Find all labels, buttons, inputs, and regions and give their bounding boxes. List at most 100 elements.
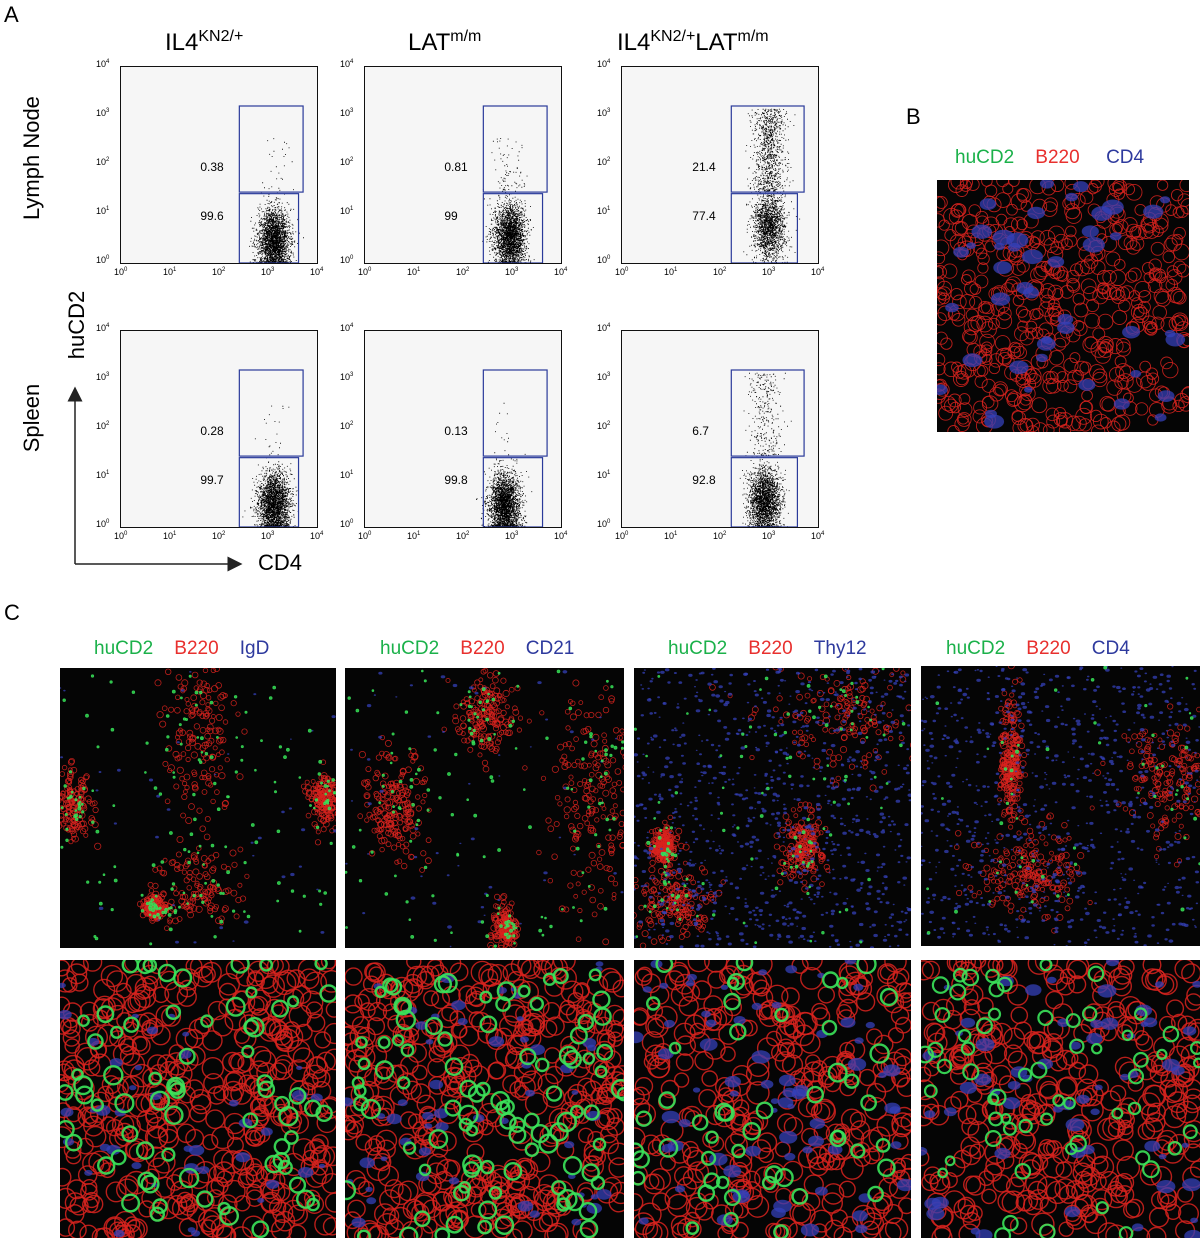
x-tick-label: 100 <box>114 531 128 541</box>
gate-lower-percent: 92.8 <box>692 473 716 488</box>
y-tick-label: 102 <box>340 421 354 431</box>
panel-b-micrograph <box>937 180 1189 432</box>
gate-lower-percent: 99.8 <box>444 473 468 488</box>
x-tick-label: 102 <box>456 531 470 541</box>
panel-c-legend-2: huCD2 B220 CD21 <box>380 638 575 659</box>
y-tick-label: 102 <box>597 157 611 167</box>
x-tick-label: 100 <box>358 267 372 277</box>
y-tick-label: 100 <box>340 519 354 529</box>
x-tick-label: 102 <box>713 531 727 541</box>
flow-plot-lymph-node-1 <box>120 66 318 264</box>
y-tick-label: 104 <box>597 59 611 69</box>
y-tick-label: 100 <box>597 519 611 529</box>
panel-b-legend: huCD2 B220 CD4 <box>955 147 1144 169</box>
flow-plot-lymph-node-3 <box>621 66 819 264</box>
y-tick-label: 104 <box>597 323 611 333</box>
x-tick-label: 102 <box>212 267 226 277</box>
x-axis-title: CD4 <box>258 550 303 575</box>
flow-plot-spleen-1 <box>120 330 318 528</box>
flow-plot-spleen-2 <box>364 330 562 528</box>
x-tick-label: 103 <box>762 267 776 277</box>
y-tick-label: 101 <box>96 206 110 216</box>
flow-plot-spleen-3 <box>621 330 819 528</box>
x-tick-label: 103 <box>505 267 519 277</box>
y-tick-label: 103 <box>340 108 354 118</box>
legend-huCD2: huCD2 <box>955 147 1015 168</box>
gate-lower <box>482 193 544 263</box>
gate-lower-percent: 99.6 <box>200 209 224 224</box>
gate-lower <box>482 457 544 527</box>
panel-c-high-mag-thy12 <box>634 960 911 1238</box>
y-tick-label: 103 <box>96 372 110 382</box>
x-tick-label: 103 <box>261 531 275 541</box>
legend-B220: B220 <box>1035 147 1080 168</box>
gate-lower <box>238 457 300 527</box>
y-tick-label: 101 <box>340 470 354 480</box>
x-tick-label: 104 <box>554 531 568 541</box>
x-tick-label: 103 <box>762 531 776 541</box>
x-tick-label: 101 <box>664 267 678 277</box>
gate-upper-percent: 0.38 <box>200 160 224 175</box>
x-tick-label: 103 <box>505 531 519 541</box>
panel-c-high-mag-cd21 <box>345 960 624 1238</box>
gate-upper <box>238 105 304 193</box>
gate-upper <box>482 369 548 457</box>
gate-lower-percent: 99 <box>444 209 458 224</box>
gate-upper <box>482 105 548 193</box>
scatter-points <box>482 138 535 263</box>
y-tick-label: 104 <box>340 323 354 333</box>
scatter-points <box>476 402 533 527</box>
y-tick-label: 103 <box>597 372 611 382</box>
gate-upper-percent: 0.81 <box>444 160 468 175</box>
panel-letter-a: A <box>4 2 19 27</box>
panel-c-legend-1: huCD2 B220 IgD <box>94 638 270 659</box>
y-tick-label: 100 <box>96 255 110 265</box>
gate-upper-percent: 21.4 <box>692 160 716 175</box>
panel-c-high-mag-cd4 <box>921 960 1200 1238</box>
gate-lower <box>730 193 799 263</box>
y-tick-label: 102 <box>597 421 611 431</box>
x-tick-label: 101 <box>163 531 177 541</box>
gate-lower <box>730 457 799 527</box>
y-tick-label: 104 <box>96 59 110 69</box>
x-tick-label: 104 <box>310 531 324 541</box>
scatter-points <box>739 372 792 527</box>
x-tick-label: 100 <box>615 267 629 277</box>
axis-arrows <box>67 386 243 572</box>
panel-c-legend-4: huCD2 B220 CD4 <box>946 638 1130 659</box>
x-tick-label: 104 <box>811 267 825 277</box>
row-title-lymph-node: Lymph Node <box>19 96 44 220</box>
row-title-spleen: Spleen <box>19 383 44 453</box>
y-tick-label: 103 <box>597 108 611 118</box>
y-tick-label: 102 <box>340 157 354 167</box>
x-tick-label: 102 <box>456 267 470 277</box>
gate-upper-percent: 0.13 <box>444 424 468 439</box>
gate-upper-percent: 6.7 <box>692 424 709 439</box>
x-tick-label: 104 <box>811 531 825 541</box>
column-title-1: IL4KN2/+ <box>165 28 244 56</box>
y-tick-label: 101 <box>96 470 110 480</box>
scatter-points <box>743 108 801 263</box>
y-tick-label: 100 <box>96 519 110 529</box>
x-tick-label: 101 <box>664 531 678 541</box>
y-tick-label: 104 <box>340 59 354 69</box>
legend-CD4: CD4 <box>1106 147 1145 168</box>
y-tick-label: 100 <box>340 255 354 265</box>
gate-lower-percent: 77.4 <box>692 209 716 224</box>
panel-c-high-mag-igd <box>60 960 336 1238</box>
x-tick-label: 104 <box>310 267 324 277</box>
panel-c-low-mag-cd4 <box>921 666 1200 946</box>
scatter-points <box>242 405 299 527</box>
x-tick-label: 102 <box>713 267 727 277</box>
y-tick-label: 103 <box>340 372 354 382</box>
y-tick-label: 101 <box>597 206 611 216</box>
x-tick-label: 100 <box>114 267 128 277</box>
panel-letter-c: C <box>4 600 20 625</box>
gate-upper <box>730 369 805 457</box>
column-title-2: LATm/m <box>408 28 482 56</box>
gate-lower-percent: 99.7 <box>200 473 224 488</box>
gate-upper-percent: 0.28 <box>200 424 224 439</box>
panel-c-low-mag-thy12 <box>634 668 911 948</box>
gate-upper <box>730 105 805 193</box>
y-tick-label: 103 <box>96 108 110 118</box>
